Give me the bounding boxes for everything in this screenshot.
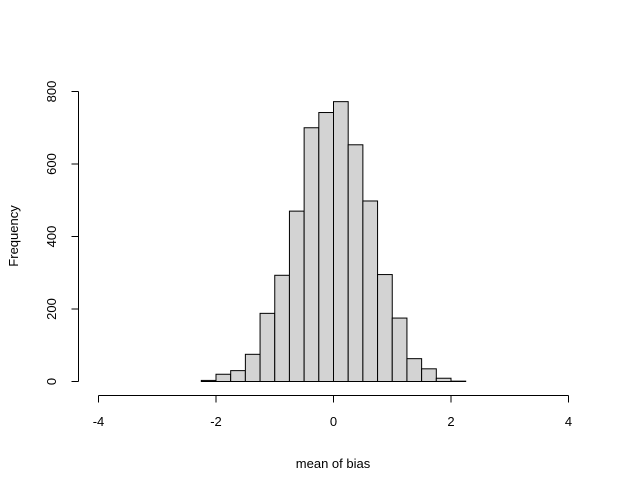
- y-axis-ticks: 0 200 400 600 800: [44, 81, 79, 385]
- histogram-bar: [244, 353, 261, 382]
- x-tick-label: -2: [210, 414, 222, 429]
- histogram-bars: [200, 101, 467, 383]
- x-tick-label: 2: [447, 414, 454, 429]
- histogram-bar: [333, 101, 349, 383]
- y-tick-label: 800: [44, 81, 59, 103]
- y-tick-label: 0: [44, 378, 59, 385]
- y-axis-title: Frequency: [6, 205, 21, 267]
- histogram-bar: [215, 373, 232, 382]
- x-axis: -4 -2 0 2 4: [93, 395, 572, 429]
- histogram-bar: [391, 317, 408, 382]
- histogram-bar: [200, 379, 217, 383]
- histogram-bar: [230, 370, 246, 382]
- histogram-bar: [377, 274, 393, 382]
- histogram-bar: [406, 358, 423, 383]
- x-tick-label: 0: [330, 414, 337, 429]
- x-tick-label: -4: [93, 414, 105, 429]
- histogram-bar: [362, 200, 379, 382]
- histogram-bar: [347, 144, 364, 382]
- x-axis-ticks: -4 -2 0 2 4: [93, 395, 572, 429]
- histogram-bar: [259, 312, 276, 383]
- histogram-bar: [435, 377, 452, 382]
- x-tick-label: 4: [565, 414, 572, 429]
- histogram-bar: [288, 210, 305, 382]
- y-tick-label: 400: [44, 226, 59, 248]
- histogram-bar: [318, 112, 334, 383]
- histogram-bar: [274, 274, 290, 383]
- histogram-bar: [303, 127, 320, 382]
- x-axis-title: mean of bias: [296, 456, 371, 471]
- y-tick-label: 200: [44, 298, 59, 320]
- histogram-bar: [421, 368, 437, 382]
- y-axis: 0 200 400 600 800: [44, 81, 79, 385]
- y-tick-label: 600: [44, 153, 59, 175]
